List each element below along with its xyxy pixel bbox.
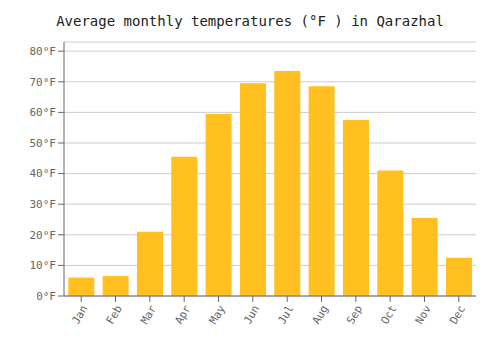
svg-text:Nov: Nov [413,303,434,327]
svg-text:40°F: 40°F [30,167,57,180]
svg-text:80°F: 80°F [30,45,57,58]
svg-text:Jul: Jul [275,303,296,327]
svg-text:Apr: Apr [172,303,193,327]
svg-text:30°F: 30°F [30,198,57,211]
svg-text:Oct: Oct [378,303,399,327]
svg-text:Jan: Jan [69,303,90,327]
svg-text:10°F: 10°F [30,259,57,272]
svg-text:Feb: Feb [104,303,125,327]
svg-text:50°F: 50°F [30,137,57,150]
html-text:Average monthly temperatures (: Average monthly temperatures (°F ) in Qa… [56,13,444,29]
svg-text:Aug: Aug [310,303,331,327]
svg-text:Mar: Mar [138,303,159,327]
svg-text:70°F: 70°F [30,76,57,89]
svg-text:20°F: 20°F [30,229,57,242]
svg-text:Jun: Jun [241,303,262,327]
svg-text:Sep: Sep [344,303,365,327]
svg-text:60°F: 60°F [30,106,57,119]
svg-text:Dec: Dec [447,303,468,327]
svg-text:May: May [207,303,228,327]
svg-text:0°F: 0°F [36,290,56,303]
